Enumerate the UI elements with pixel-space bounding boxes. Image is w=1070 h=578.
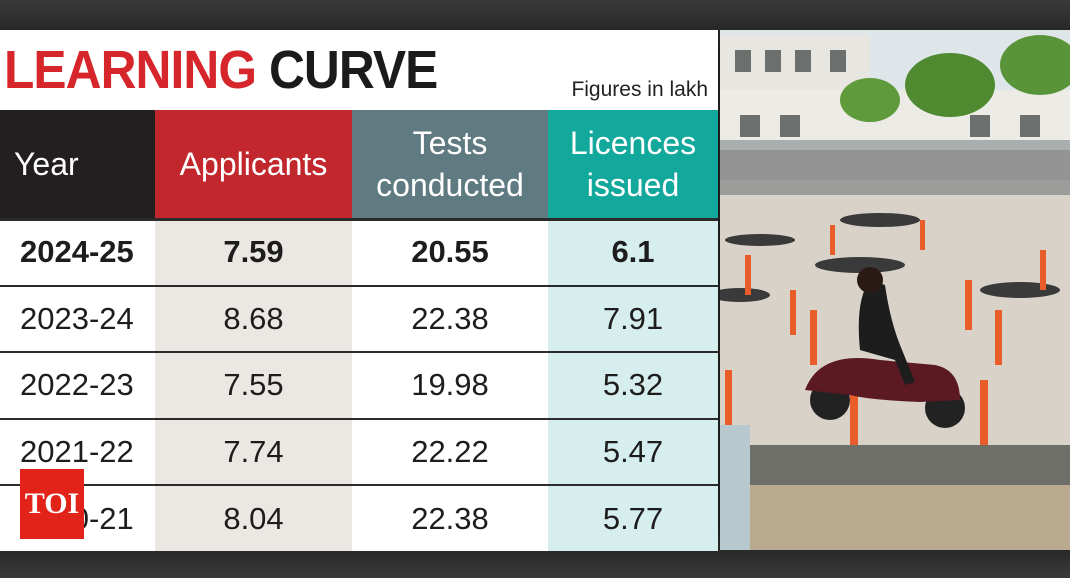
table-cell: 7.55	[155, 353, 352, 418]
table-cell: 5.77	[548, 486, 718, 551]
table-cell: 2022-23	[0, 353, 155, 418]
table-cell: 22.38	[352, 286, 548, 352]
photo	[720, 30, 1070, 550]
row-divider	[0, 484, 718, 487]
table-cell: 7.74	[155, 419, 352, 485]
row-divider	[0, 351, 718, 354]
column-header: Applicants	[155, 110, 352, 218]
title-red: LEARNING	[4, 40, 257, 100]
table-cell: 5.47	[548, 419, 718, 485]
title-black: CURVE	[268, 40, 438, 100]
table-cell: 7.59	[155, 220, 352, 285]
column-header: Year	[0, 110, 155, 218]
table-cell: 2023-24	[0, 286, 155, 352]
row-divider	[0, 284, 718, 287]
infographic: LEARNING CURVE Figures in lakh Year Appli…	[0, 30, 718, 551]
table-cell: 20.55	[352, 220, 548, 285]
column-header: Tests conducted	[352, 110, 548, 218]
note: Figures in lakh	[571, 78, 708, 101]
table-cell: 2024-25	[0, 220, 155, 285]
table-cell: 19.98	[352, 353, 548, 418]
title: LEARNING CURVE	[4, 38, 438, 102]
scooter	[805, 267, 965, 428]
header-divider	[0, 218, 718, 221]
table-cell: 22.38	[352, 486, 548, 551]
column-header: Licences issued	[548, 110, 718, 218]
logo: TOI	[20, 469, 84, 539]
table-cell: 7.91	[548, 286, 718, 352]
row-divider	[0, 417, 718, 420]
table-cell: 6.1	[548, 220, 718, 285]
table-cell: 22.22	[352, 419, 548, 485]
table-cell: 8.04	[155, 486, 352, 551]
table-cell: 8.68	[155, 286, 352, 352]
table-cell: 5.32	[548, 353, 718, 418]
